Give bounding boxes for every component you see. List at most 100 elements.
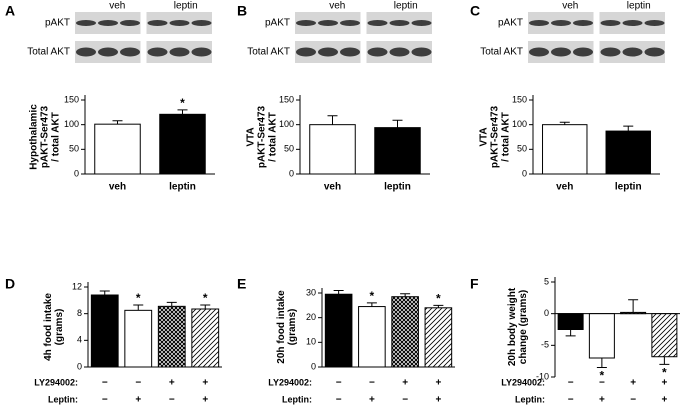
condition-sign: + bbox=[202, 378, 208, 389]
blot-band bbox=[191, 20, 212, 26]
y-tick-label: 0 bbox=[77, 361, 82, 371]
error-bar bbox=[327, 115, 338, 125]
error-bar bbox=[177, 109, 188, 115]
y-axis-label: / total AKT bbox=[268, 112, 279, 162]
y-tick-label: -5 bbox=[541, 340, 549, 350]
blot-band bbox=[318, 47, 338, 57]
error-bar bbox=[166, 301, 177, 307]
blot-band bbox=[296, 47, 316, 57]
error-bar bbox=[400, 293, 411, 297]
y-tick-label: 0 bbox=[544, 308, 549, 318]
blot-band bbox=[551, 47, 571, 57]
bar bbox=[358, 306, 386, 368]
condition-sign: + bbox=[661, 395, 667, 406]
bar bbox=[191, 308, 220, 368]
y-axis-label: / total AKT bbox=[501, 112, 512, 162]
blot-row-label: Total AKT bbox=[480, 47, 523, 58]
y-axis-label: 4h food intake bbox=[43, 293, 54, 361]
y-tick-label: 20 bbox=[306, 312, 316, 322]
blot-band bbox=[389, 20, 410, 26]
y-tick-label: 0 bbox=[311, 361, 316, 371]
blot-band bbox=[551, 20, 571, 26]
condition-sign: − bbox=[169, 395, 175, 406]
blot-band bbox=[318, 20, 338, 26]
error-bar bbox=[623, 125, 634, 132]
condition-sign: + bbox=[630, 378, 636, 389]
error-bar bbox=[366, 302, 377, 307]
condition-label: Leptin: bbox=[515, 394, 545, 404]
blot-band bbox=[367, 47, 388, 57]
blot-row-label: Total AKT bbox=[247, 47, 290, 58]
y-axis-label: 20h food intake bbox=[276, 290, 287, 364]
blot-band bbox=[296, 20, 316, 26]
bar bbox=[124, 309, 153, 368]
blot-band bbox=[600, 20, 621, 26]
y-axis-label: VTA bbox=[246, 127, 257, 146]
y-tick-label: -10 bbox=[536, 371, 549, 381]
y-tick-label: 30 bbox=[306, 287, 316, 297]
y-axis-label: pAKT-Ser473 bbox=[40, 105, 51, 168]
blot-band bbox=[622, 20, 643, 26]
condition-sign: + bbox=[661, 378, 667, 389]
blot-band bbox=[169, 20, 190, 26]
y-tick-label: 100 bbox=[512, 119, 527, 129]
y-axis-label: / total AKT bbox=[51, 112, 62, 162]
y-tick-label: 150 bbox=[279, 94, 294, 104]
panel-letter: B bbox=[237, 3, 247, 19]
y-tick-label: 0 bbox=[74, 168, 79, 178]
blot-group-label: veh bbox=[109, 1, 125, 12]
condition-sign: − bbox=[599, 378, 605, 389]
blot-band bbox=[169, 47, 190, 57]
blot-band bbox=[76, 20, 96, 26]
blot-band bbox=[573, 20, 593, 26]
y-axis-label: change (grams) bbox=[518, 290, 529, 364]
blot-group-label: leptin bbox=[394, 1, 418, 12]
blot-band bbox=[411, 20, 432, 26]
condition-sign: + bbox=[369, 395, 375, 406]
bar bbox=[620, 311, 647, 315]
condition-sign: − bbox=[568, 395, 574, 406]
panel-letter: D bbox=[5, 276, 15, 292]
bar bbox=[374, 127, 421, 175]
condition-sign: − bbox=[568, 378, 574, 389]
blot-band bbox=[529, 20, 549, 26]
blot-band bbox=[389, 47, 410, 57]
condition-label: Leptin: bbox=[48, 394, 78, 404]
y-tick-label: 12 bbox=[72, 281, 82, 291]
bar bbox=[588, 313, 615, 359]
y-tick-label: 100 bbox=[64, 119, 79, 129]
error-bar bbox=[596, 358, 607, 368]
significance-mark: * bbox=[436, 292, 441, 306]
y-tick-label: 100 bbox=[279, 119, 294, 129]
error-bar bbox=[392, 119, 403, 128]
condition-sign: − bbox=[102, 395, 108, 406]
condition-sign: + bbox=[435, 378, 441, 389]
blot-band bbox=[644, 47, 665, 57]
y-axis-label: VTA bbox=[479, 127, 490, 146]
blot-row-label: pAKT bbox=[45, 18, 70, 29]
bar bbox=[157, 305, 186, 368]
blot-band bbox=[191, 47, 212, 57]
blot-band bbox=[340, 47, 360, 57]
y-axis-label: (grams) bbox=[54, 309, 65, 346]
y-tick-label: 5 bbox=[544, 276, 549, 286]
y-axis-label: pAKT-Ser473 bbox=[490, 105, 501, 168]
condition-sign: − bbox=[135, 378, 141, 389]
blot-band bbox=[622, 47, 643, 57]
x-tick-label: leptin bbox=[384, 182, 411, 193]
bar bbox=[90, 294, 119, 368]
error-bar bbox=[559, 121, 570, 125]
blot-band bbox=[340, 20, 360, 26]
condition-sign: − bbox=[402, 395, 408, 406]
bar bbox=[94, 123, 141, 175]
blot-band bbox=[120, 47, 140, 57]
condition-sign: + bbox=[169, 378, 175, 389]
y-tick-label: 50 bbox=[517, 144, 527, 154]
condition-label: LY294002: bbox=[34, 377, 78, 387]
blot-band bbox=[76, 47, 96, 57]
condition-sign: + bbox=[435, 395, 441, 406]
panel-letter: F bbox=[470, 276, 479, 292]
condition-label: LY294002: bbox=[501, 377, 545, 387]
error-bar bbox=[333, 290, 344, 295]
